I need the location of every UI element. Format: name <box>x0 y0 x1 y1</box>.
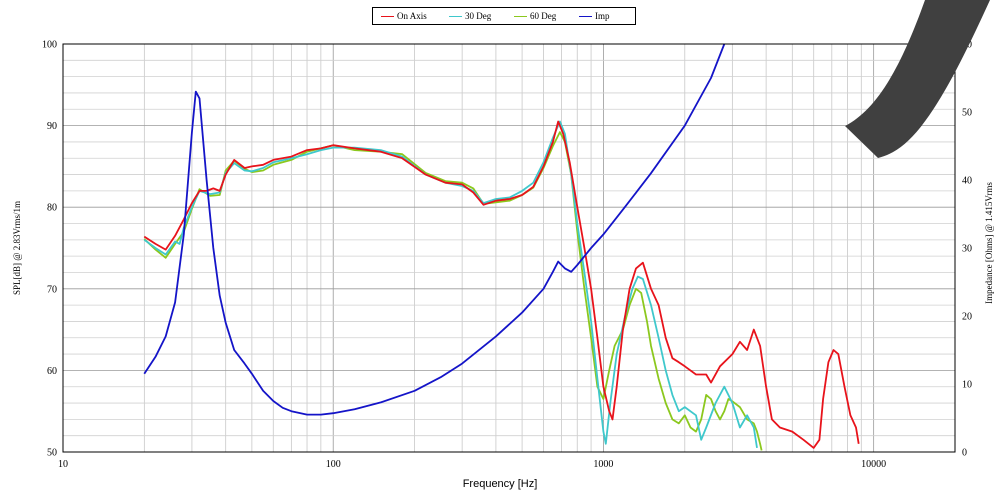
y-left-tick-labels: 50 60 70 80 90 100 <box>42 40 57 459</box>
legend-label-imp: Imp <box>595 11 610 21</box>
watermark-swoosh <box>845 0 990 158</box>
series-layer <box>143 44 860 451</box>
legend-swatch-30-deg <box>449 16 462 17</box>
y-left-tick-label: 50 <box>47 448 57 459</box>
x-tick-labels: 10 100 1000 10000 <box>58 459 886 470</box>
x-tick-label: 100 <box>326 459 341 470</box>
legend: On Axis 30 Deg 60 Deg Imp <box>372 7 636 25</box>
y-right-tick-label: 40 <box>962 176 972 187</box>
y-right-tick-labels: 0102030405060 <box>962 40 972 459</box>
legend-label-60-deg: 60 Deg <box>530 11 557 21</box>
y-left-tick-label: 70 <box>47 284 57 295</box>
y-left-tick-label: 80 <box>47 203 57 214</box>
y-left-tick-label: 100 <box>42 40 57 51</box>
legend-swatch-imp <box>579 16 592 17</box>
legend-swatch-on-axis <box>381 16 394 17</box>
y-axis-right-label: Impedance [Ohms] @ 1.415Vrms <box>984 182 994 304</box>
y-axis-left-label: SPL[dB] @ 2.83Vrms/1m <box>12 201 22 295</box>
y-left-tick-label: 60 <box>47 366 57 377</box>
plot-frame <box>62 43 956 453</box>
y-left-tick-label: 90 <box>47 121 57 132</box>
y-right-tick-label: 0 <box>962 448 967 459</box>
y-right-tick-label: 50 <box>962 108 972 119</box>
y-right-tick-label: 30 <box>962 244 972 255</box>
legend-label-30-deg: 30 Deg <box>465 11 492 21</box>
x-tick-label: 10000 <box>861 459 886 470</box>
y-right-tick-label: 20 <box>962 312 972 323</box>
series-line-on-axis <box>143 120 860 449</box>
legend-label-on-axis: On Axis <box>397 11 427 21</box>
x-axis-label: Frequency [Hz] <box>463 478 538 490</box>
series-line-imp <box>143 44 726 416</box>
y-right-tick-label: 10 <box>962 380 972 391</box>
x-tick-label: 10 <box>58 459 68 470</box>
x-tick-label: 1000 <box>593 459 613 470</box>
grid-lines <box>63 43 956 453</box>
legend-swatch-60-deg <box>514 16 527 17</box>
